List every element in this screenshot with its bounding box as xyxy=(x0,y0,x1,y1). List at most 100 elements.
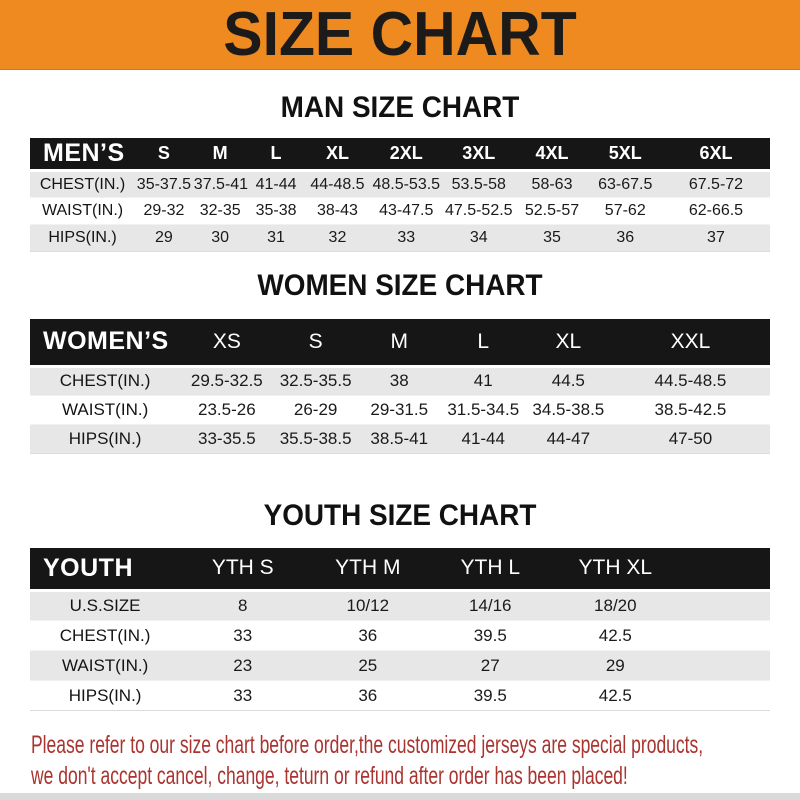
table-cell: 41 xyxy=(473,371,493,390)
table-cell-filler xyxy=(680,591,770,621)
table-cell: 44.5 xyxy=(551,371,585,390)
table-cell: 26-29 xyxy=(293,399,338,419)
table-cell: 31.5-34.5 xyxy=(447,399,520,419)
column-header: M xyxy=(192,138,248,171)
column-header: 2XL xyxy=(370,138,443,171)
table-cell: 62-66.5 xyxy=(688,202,744,219)
table-row: WAIST(IN.) 23.5-26 26-29 29-31.5 31.5-34.5 34… xyxy=(30,395,770,424)
table-row: CHEST(IN.) 35-37.5 37.5-41 41-44 44-48.5 48.5… xyxy=(30,170,770,198)
table-cell: 27 xyxy=(480,655,500,675)
table-cell: 48.5-53.5 xyxy=(372,175,441,193)
table-cell: 31 xyxy=(267,229,285,246)
row-label: CHEST(IN.) xyxy=(59,625,151,645)
table-cell: 25 xyxy=(358,655,378,675)
womens-size-table: WOMEN’S XS S M L XL XXL CHEST(IN.) 29.5-32.5 32.5… xyxy=(30,319,770,454)
table-cell: 33 xyxy=(233,625,253,645)
table-cell: 44.5-48.5 xyxy=(654,371,727,390)
table-cell: 32.5-35.5 xyxy=(279,371,352,390)
table-row: CHEST(IN.) 29.5-32.5 32.5-35.5 38 41 44.5 44.5… xyxy=(30,366,770,395)
column-header: YTH M xyxy=(305,547,431,591)
table-cell: 23 xyxy=(233,655,253,675)
bottom-strip xyxy=(0,793,800,800)
row-label: HIPS(IN.) xyxy=(68,428,142,448)
mens-section: MAN SIZE CHART MEN’S S M L XL 2XL 3XL 4XL 5XL 6XL C… xyxy=(0,90,800,252)
table-cell: 33-35.5 xyxy=(198,428,256,448)
table-cell-filler xyxy=(680,681,770,711)
table-cell: 29-31.5 xyxy=(370,399,429,419)
table-cell: 32-35 xyxy=(199,202,241,219)
table-cell: 38.5-42.5 xyxy=(654,399,727,419)
row-label: WAIST(IN.) xyxy=(41,202,124,219)
row-label: WAIST(IN.) xyxy=(61,655,149,675)
column-header: XS xyxy=(180,319,274,366)
table-cell: 23.5-26 xyxy=(198,399,256,419)
table-cell: 10/12 xyxy=(346,596,390,615)
footer-line-2: we don't accept cancel, change, teturn o… xyxy=(31,762,628,790)
table-cell: 38 xyxy=(389,371,409,390)
table-cell: 43-47.5 xyxy=(379,202,434,219)
table-cell: 33 xyxy=(233,685,253,705)
table-cell: 53.5-58 xyxy=(451,175,506,193)
section-title: WOMEN SIZE CHART xyxy=(257,269,543,302)
table-cell: 34.5-38.5 xyxy=(532,399,605,419)
table-corner-label: YOUTH xyxy=(30,547,181,591)
row-label: U.S.SIZE xyxy=(69,596,141,615)
table-cell: 30 xyxy=(211,229,230,246)
table-cell: 35.5-38.5 xyxy=(279,428,352,448)
column-header: 5XL xyxy=(588,138,662,171)
table-cell-filler xyxy=(680,651,770,681)
table-cell: 41-44 xyxy=(461,428,505,448)
table-cell: 35-38 xyxy=(255,202,297,219)
table-row: HIPS(IN.) 29 30 31 32 33 34 35 36 37 xyxy=(30,224,770,252)
table-cell: 44-47 xyxy=(546,428,591,448)
table-row: HIPS(IN.) 33 36 39.5 42.5 xyxy=(30,680,770,711)
table-header-row: YOUTH YTH S YTH M YTH L YTH XL xyxy=(30,547,770,591)
size-charts: MAN SIZE CHART MEN’S S M L XL 2XL 3XL 4XL 5XL 6XL C… xyxy=(0,90,800,711)
table-header-row: WOMEN’S XS S M L XL XXL xyxy=(30,319,770,366)
banner-title: SIZE CHART xyxy=(223,0,577,69)
table-cell: 42.5 xyxy=(598,625,632,645)
column-header: XL xyxy=(525,319,611,366)
table-cell: 47.5-52.5 xyxy=(444,202,513,219)
table-cell-filler xyxy=(680,621,770,651)
table-cell: 29-32 xyxy=(143,202,185,219)
banner: SIZE CHART xyxy=(0,0,800,70)
table-cell: 35 xyxy=(543,229,561,246)
column-header: L xyxy=(247,138,305,171)
column-header: YTH XL xyxy=(550,547,681,591)
table-cell: 35-37.5 xyxy=(136,175,192,193)
table-cell: 18/20 xyxy=(594,596,637,615)
table-cell: 32 xyxy=(328,229,347,246)
table-cell: 57-62 xyxy=(604,202,646,219)
column-header: 6XL xyxy=(661,138,770,171)
section-title: YOUTH SIZE CHART xyxy=(263,498,537,532)
table-cell: 44-48.5 xyxy=(310,175,365,193)
youth-size-table: YOUTH YTH S YTH M YTH L YTH XL U.S.SIZE 8 10/12… xyxy=(30,547,770,711)
womens-section: WOMEN SIZE CHART WOMEN’S XS S M L XL XXL CHEST(I… xyxy=(0,268,800,454)
table-cell: 63-67.5 xyxy=(598,175,653,193)
table-corner-label: MEN’S xyxy=(30,138,136,171)
table-cell: 33 xyxy=(397,229,416,246)
table-cell: 36 xyxy=(358,685,378,705)
mens-size-table: MEN’S S M L XL 2XL 3XL 4XL 5XL 6XL CHEST(IN.) 35-37… xyxy=(30,138,770,252)
column-header: S xyxy=(135,138,193,171)
table-cell: 39.5 xyxy=(473,685,507,705)
row-label: HIPS(IN.) xyxy=(68,685,142,705)
row-label: CHEST(IN.) xyxy=(59,371,151,390)
column-header: M xyxy=(357,319,441,366)
column-header: 3XL xyxy=(442,138,516,171)
table-cell: 37 xyxy=(707,229,725,246)
table-cell: 36 xyxy=(358,625,378,645)
footer-note: Please refer to our size chart before or… xyxy=(31,730,800,792)
table-row: WAIST(IN.) 29-32 32-35 35-38 38-43 43-47.5 47.… xyxy=(30,197,770,225)
column-header: S xyxy=(273,319,358,366)
column-header-filler xyxy=(680,547,770,591)
table-corner-label: WOMEN’S xyxy=(30,319,181,366)
row-label: CHEST(IN.) xyxy=(39,175,126,193)
column-header: YTH S xyxy=(180,547,306,591)
table-header-row: MEN’S S M L XL 2XL 3XL 4XL 5XL 6XL xyxy=(30,138,770,171)
table-cell: 37.5-41 xyxy=(193,175,249,193)
column-header: 4XL xyxy=(515,138,589,171)
table-cell: 8 xyxy=(238,596,248,615)
row-label: HIPS(IN.) xyxy=(48,229,117,246)
